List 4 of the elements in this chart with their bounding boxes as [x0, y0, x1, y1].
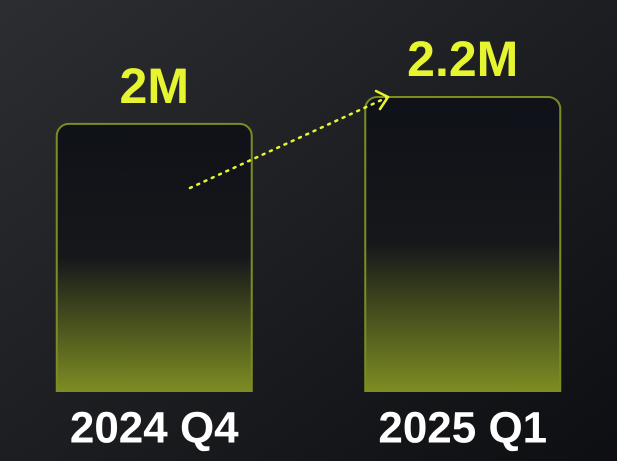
x-tick-label: 2025 Q1: [378, 404, 548, 452]
data-label: 2M: [120, 58, 189, 114]
data-label: 2.2M: [407, 31, 518, 87]
x-tick-label: 2024 Q4: [70, 404, 240, 452]
